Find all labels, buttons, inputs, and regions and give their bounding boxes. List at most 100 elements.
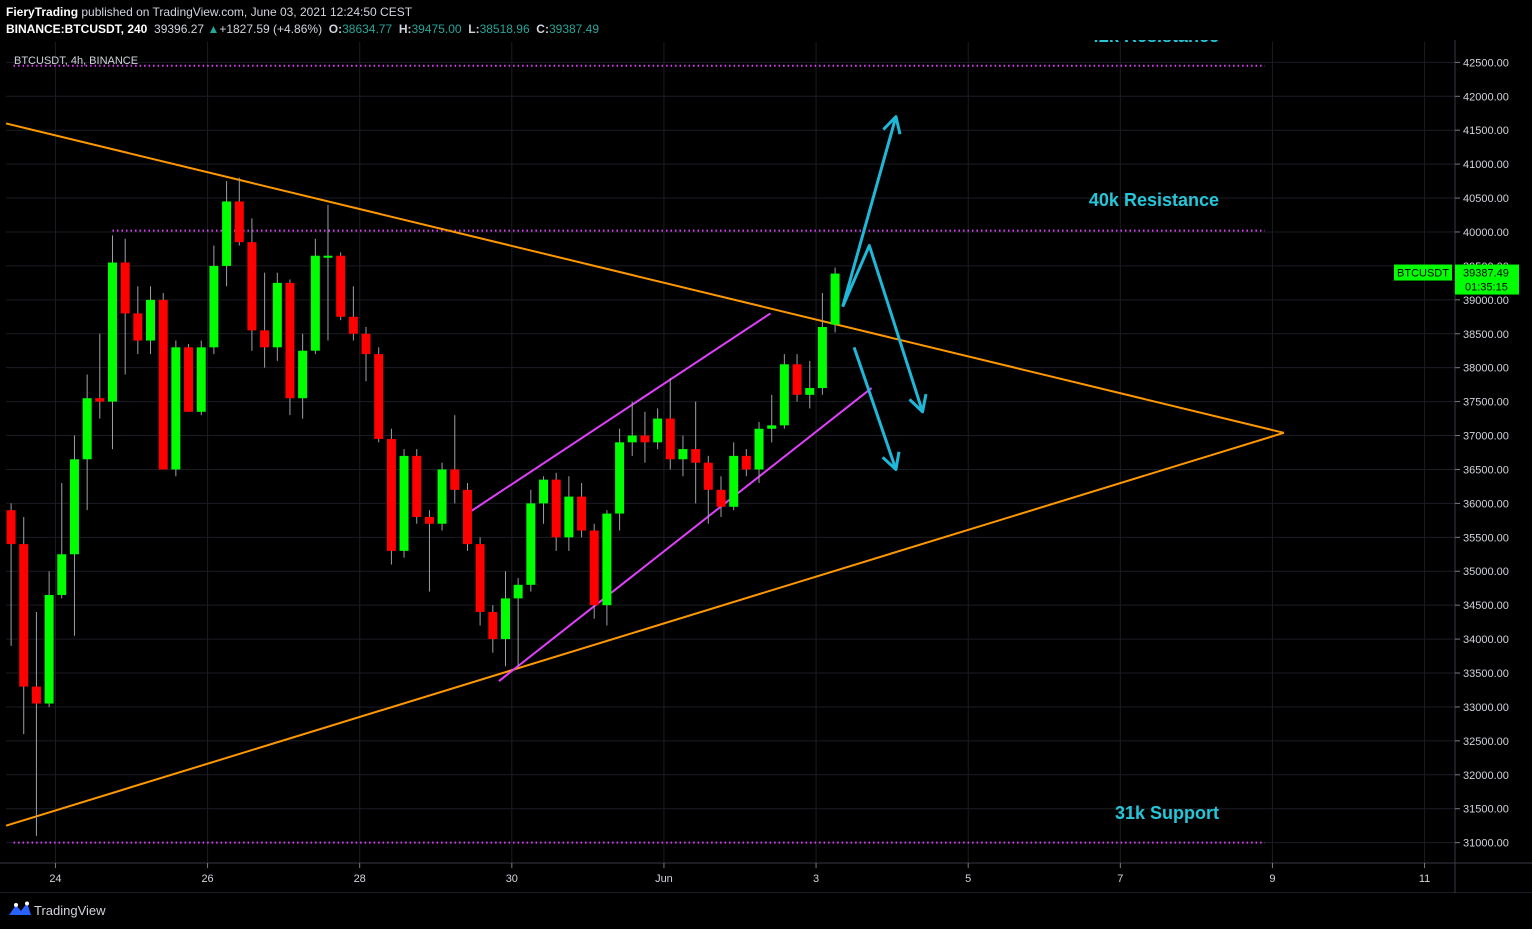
- candle-body: [184, 347, 194, 412]
- y-tick-label: 31500.00: [1463, 804, 1509, 816]
- candle-body: [817, 326, 827, 389]
- candle: [805, 360, 815, 409]
- up-arrow: [841, 115, 902, 308]
- candle: [551, 472, 561, 551]
- candle: [437, 462, 447, 531]
- horizontal-levels: [13, 64, 1265, 844]
- arrow-shaft: [852, 346, 898, 470]
- candle: [627, 401, 637, 456]
- candle: [754, 421, 764, 484]
- candle: [336, 252, 346, 321]
- y-tick-label: 38500.00: [1463, 329, 1509, 341]
- candle: [298, 333, 308, 419]
- candle-body: [399, 455, 409, 551]
- candle-body: [830, 273, 840, 325]
- candle-body: [741, 455, 751, 470]
- price-change: +1827.59 (+4.86%): [219, 22, 323, 36]
- y-tick-label: 32000.00: [1463, 770, 1509, 782]
- candle-body: [234, 201, 244, 243]
- candle-body: [424, 516, 434, 524]
- y-tick-label: 35500.00: [1463, 532, 1509, 544]
- candle: [361, 326, 371, 382]
- candle: [323, 204, 333, 341]
- candle-body: [260, 330, 270, 348]
- chart-symbol-label: BTCUSDT, 4h, BINANCE: [14, 55, 138, 67]
- candle-body: [615, 442, 625, 514]
- candle: [615, 428, 625, 531]
- candle-body: [703, 462, 713, 490]
- tradingview-logo-icon[interactable]: [8, 901, 32, 917]
- down-arrow-long: [841, 244, 928, 414]
- x-tick-label: 28: [354, 873, 366, 885]
- candle-body: [171, 347, 181, 470]
- y-tick-label: 40500.00: [1463, 193, 1509, 205]
- candle-body: [754, 428, 764, 470]
- y-tick-label: 41500.00: [1463, 125, 1509, 137]
- y-tick-label: 39000.00: [1463, 295, 1509, 307]
- candle: [146, 286, 156, 355]
- candle: [247, 218, 257, 351]
- x-tick-label: 26: [201, 873, 213, 885]
- candle: [602, 510, 612, 626]
- candle: [450, 415, 460, 504]
- candle: [209, 245, 219, 355]
- candle: [196, 340, 206, 416]
- candle: [577, 483, 587, 538]
- candle-body: [120, 262, 130, 314]
- support-31k-label: 31k Support: [1115, 803, 1219, 823]
- price-tag: BTCUSDT 39387.49 01:35:15: [1394, 264, 1519, 295]
- candle: [19, 516, 29, 735]
- candle-body: [488, 611, 498, 640]
- candle: [82, 374, 92, 511]
- candle: [589, 523, 599, 619]
- candle: [260, 272, 270, 368]
- y-tick-label: 38000.00: [1463, 363, 1509, 375]
- author-name[interactable]: FieryTrading: [6, 5, 79, 19]
- price-axis-bg: [1455, 40, 1532, 893]
- candle-body: [209, 265, 219, 348]
- candle: [653, 408, 663, 450]
- arrow-shaft: [841, 244, 924, 413]
- candle: [44, 571, 54, 707]
- footer: TradingView: [0, 893, 1532, 929]
- x-tick-label: 11: [1419, 873, 1430, 885]
- candle: [817, 293, 827, 395]
- candle-body: [133, 313, 143, 341]
- y-tick-label: 37000.00: [1463, 431, 1509, 443]
- candle-body: [19, 544, 29, 687]
- candle-body: [539, 479, 549, 504]
- close-value: 39387.49: [548, 22, 600, 36]
- candle-body: [298, 350, 308, 399]
- candle: [171, 340, 181, 477]
- candle: [69, 435, 79, 636]
- candle: [830, 267, 840, 333]
- tradingview-brand[interactable]: TradingView: [34, 903, 106, 918]
- candle-body: [44, 594, 54, 704]
- candle-body: [69, 459, 79, 555]
- candle: [640, 411, 650, 463]
- publish-info: published on TradingView.com, June 03, 2…: [81, 5, 413, 19]
- candle-body: [501, 598, 511, 640]
- x-tick-label: 24: [49, 873, 61, 885]
- low-label: L:: [468, 22, 480, 36]
- candle-body: [589, 530, 599, 606]
- resistance-40k-label: 40k Resistance: [1089, 190, 1219, 210]
- candle-body: [691, 449, 701, 463]
- projection-arrows: [841, 115, 928, 471]
- candle-body: [513, 584, 523, 599]
- price-tag-value: 39387.49: [1463, 268, 1509, 280]
- candle-body: [6, 510, 16, 545]
- candle-body: [285, 282, 295, 399]
- price-tag-symbol-box: [1394, 264, 1452, 281]
- candle: [386, 428, 396, 565]
- candle-body: [779, 364, 789, 426]
- candle: [665, 377, 675, 470]
- candle-body: [792, 364, 802, 395]
- y-tick-label: 34500.00: [1463, 600, 1509, 612]
- open-label: O:: [328, 22, 343, 36]
- candle-body: [222, 201, 232, 266]
- open-value: 38634.77: [342, 22, 393, 36]
- candle: [272, 272, 282, 361]
- candle: [539, 476, 549, 524]
